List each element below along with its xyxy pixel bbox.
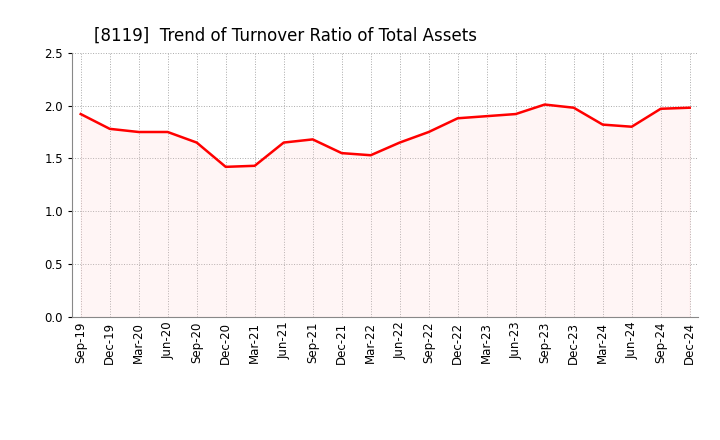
Text: [8119]  Trend of Turnover Ratio of Total Assets: [8119] Trend of Turnover Ratio of Total … — [94, 26, 477, 44]
